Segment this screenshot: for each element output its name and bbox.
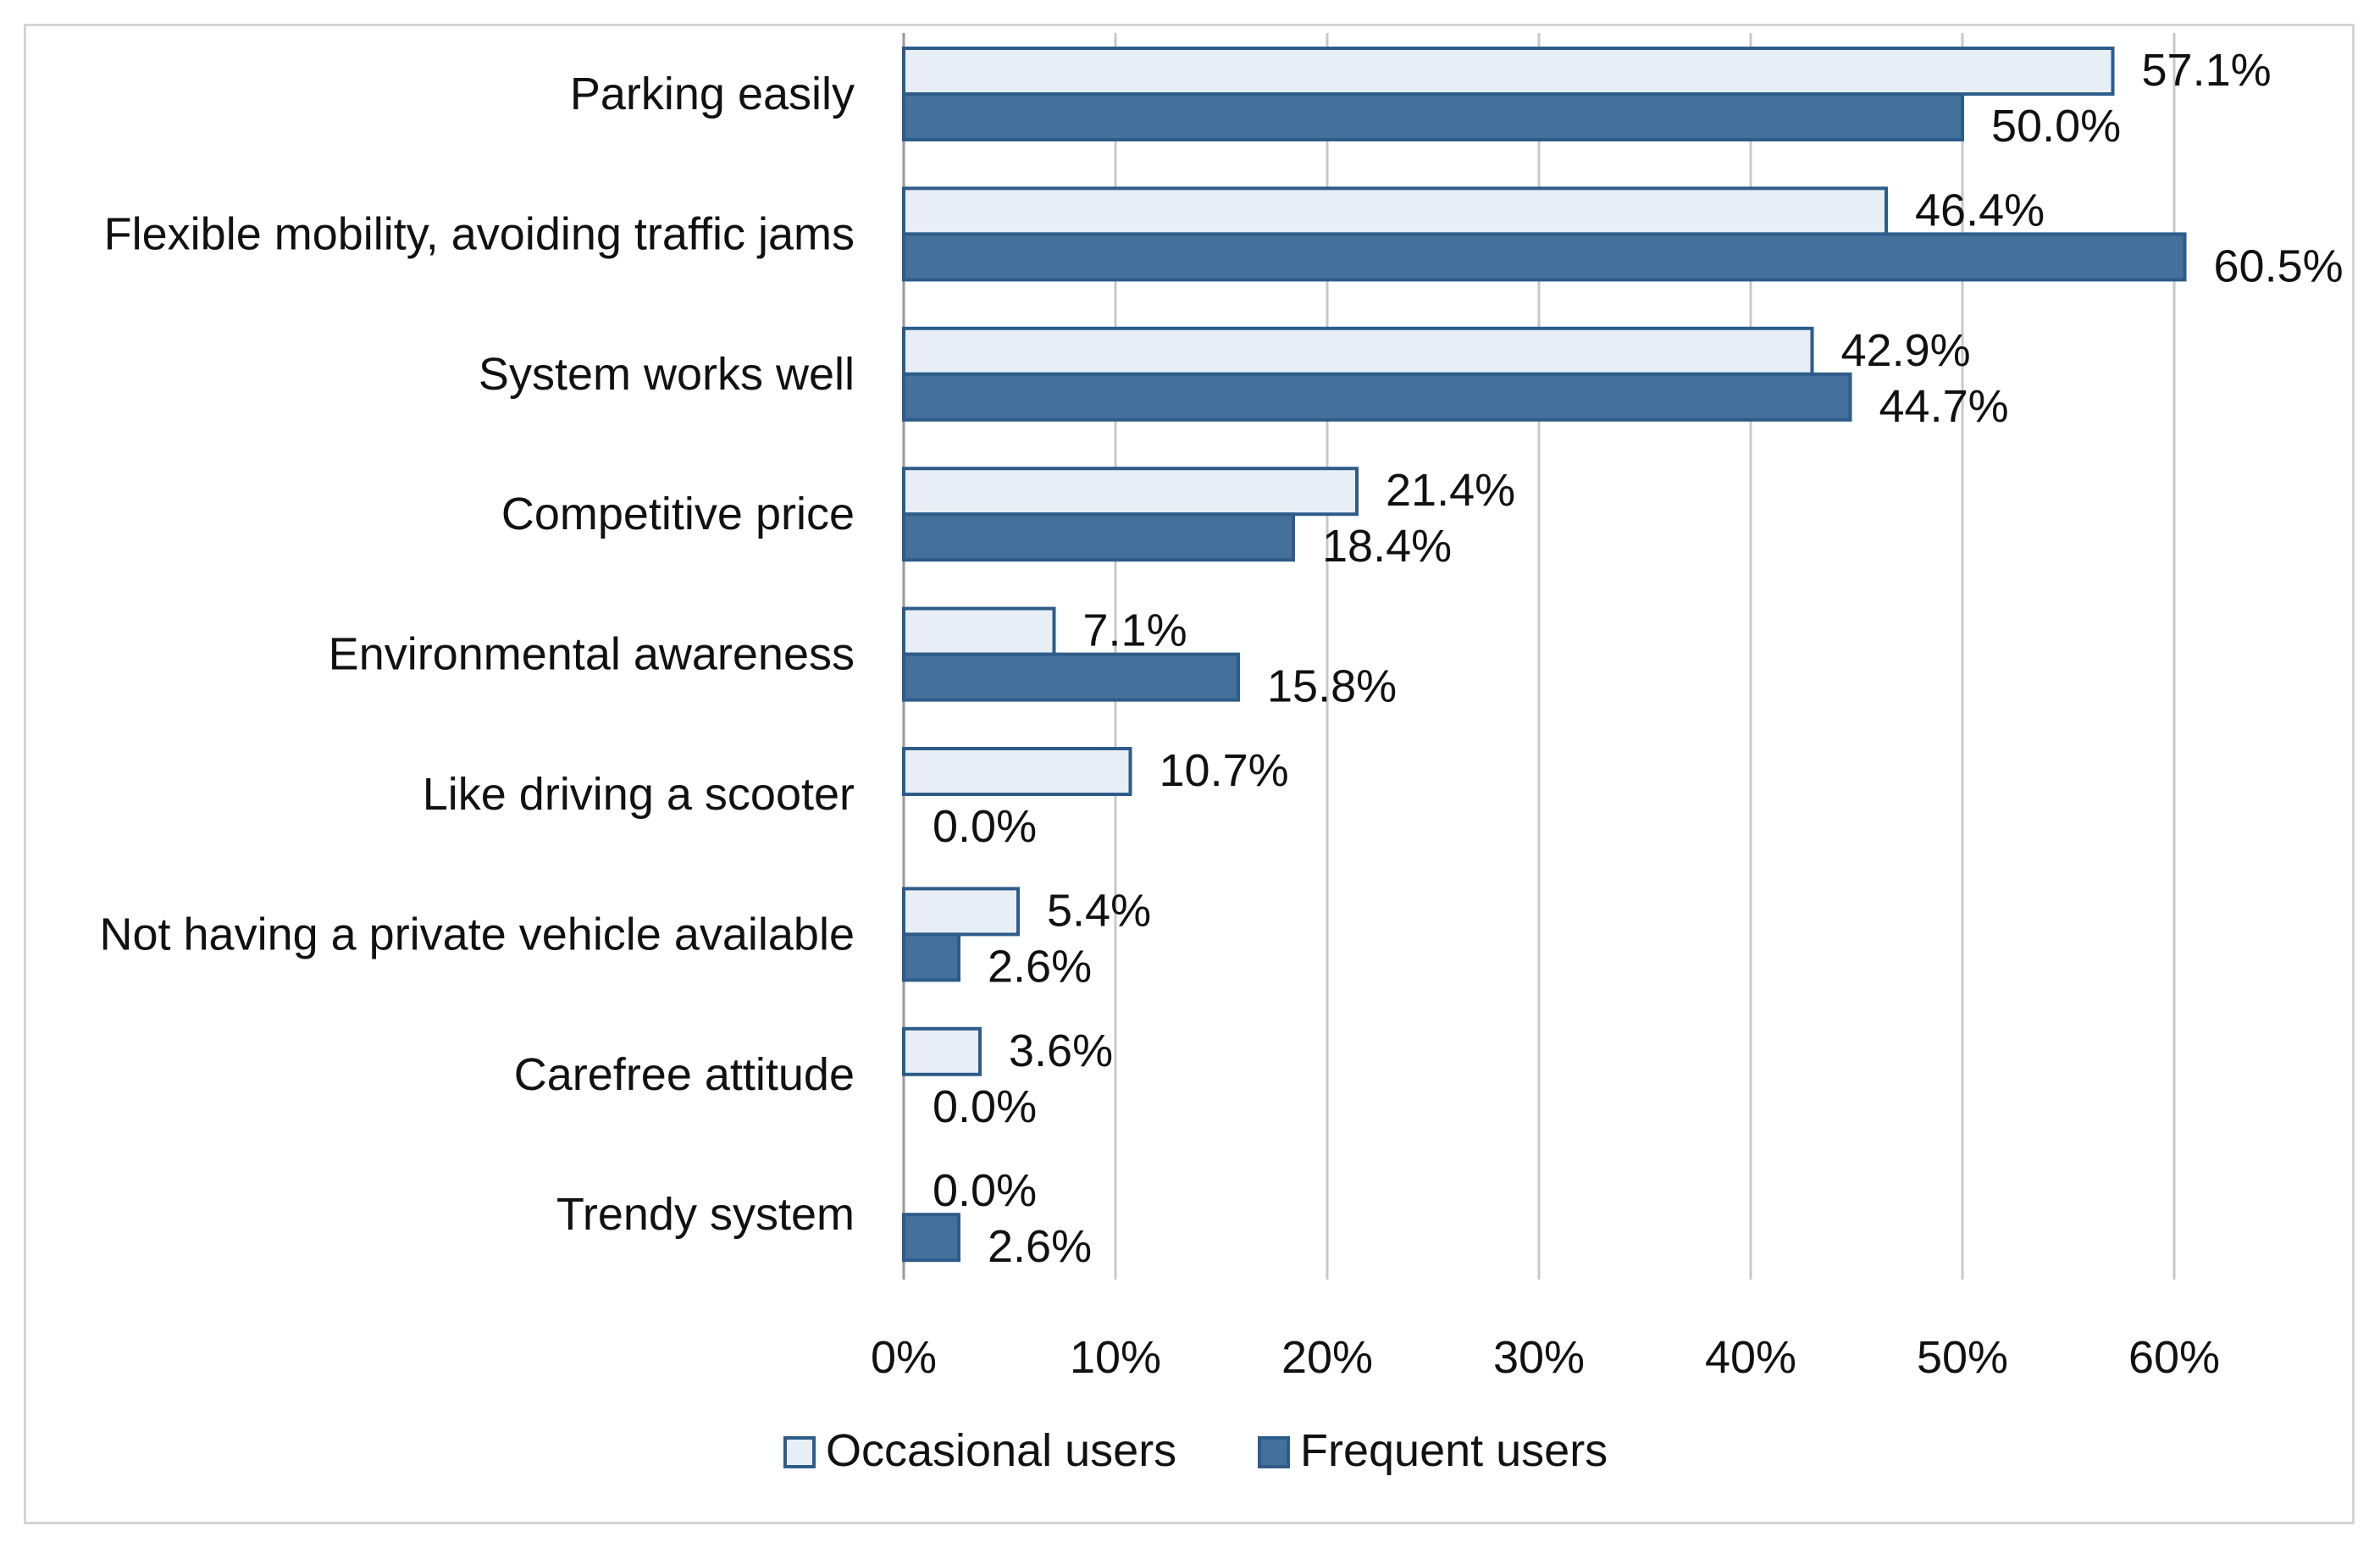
legend-label-frequent: Frequent users — [1300, 1425, 1608, 1476]
legend-swatch-frequent — [1258, 1436, 1290, 1468]
bar-occasional — [902, 1026, 982, 1076]
bar-chart: Parking easily Flexible mobility, avoidin… — [99, 33, 2344, 1476]
data-label-frequent: 44.7% — [1879, 381, 2009, 432]
data-label-occasional: 46.4% — [1915, 185, 2045, 235]
data-label-frequent: 18.4% — [1322, 521, 1452, 572]
bar-frequent — [902, 372, 1852, 422]
data-label-frequent: 60.5% — [2214, 240, 2344, 291]
x-axis-ticks: 0% 10% 20% 30% 40% 50% 60% — [871, 1332, 2220, 1383]
data-label-occasional: 42.9% — [1841, 325, 1971, 376]
bar-frequent — [902, 652, 1240, 702]
category-label: Like driving a scooter — [423, 769, 855, 820]
bar-frequent — [902, 1213, 960, 1263]
legend-swatch-occasional — [783, 1436, 816, 1468]
data-labels: 57.1% 50.0% 46.4% 60.5% 42.9%44.7% 21.4%18.4%… — [933, 45, 2344, 1272]
x-tick-label: 50% — [1917, 1332, 2008, 1383]
bar-occasional — [902, 887, 1020, 937]
category-label: Not having a private vehicle available — [99, 909, 855, 959]
category-label: Flexible mobility, avoiding traffic jams — [104, 208, 855, 259]
bar-occasional — [902, 186, 1888, 236]
category-label: Trendy system — [556, 1189, 855, 1240]
bar-occasional — [902, 326, 1814, 376]
bar-occasional — [902, 606, 1056, 656]
data-label-occasional: 57.1% — [2142, 45, 2272, 96]
data-label-occasional: 10.7% — [1160, 745, 1289, 796]
category-label: Carefree attitude — [514, 1049, 855, 1100]
legend: Occasional users Frequent users — [783, 1425, 1608, 1476]
x-tick-label: 40% — [1705, 1332, 1796, 1383]
bar-frequent — [902, 232, 2187, 282]
category-labels: Parking easily Flexible mobility, avoidin… — [99, 69, 855, 1240]
x-tick-label: 60% — [2128, 1332, 2220, 1383]
chart-frame: Parking easily Flexible mobility, avoidin… — [24, 24, 2355, 1524]
bar-frequent — [902, 512, 1295, 562]
x-tick-label: 0% — [871, 1332, 937, 1383]
data-label-frequent: 2.6% — [988, 1221, 1092, 1272]
data-label-occasional: 7.1% — [1083, 605, 1187, 656]
bar-occasional — [902, 747, 1132, 796]
data-label-frequent: 2.6% — [988, 941, 1092, 992]
bar-occasional — [902, 47, 2115, 96]
data-label-frequent: 50.0% — [1991, 101, 2121, 152]
bar-frequent — [902, 92, 1964, 141]
category-label: System works well — [479, 349, 855, 400]
x-tick-label: 20% — [1281, 1332, 1373, 1383]
data-label-occasional: 5.4% — [1047, 885, 1151, 936]
legend-label-occasional: Occasional users — [826, 1425, 1176, 1476]
data-label-occasional: 0.0% — [933, 1165, 1037, 1216]
x-tick-label: 30% — [1493, 1332, 1585, 1383]
category-label: Parking easily — [570, 69, 855, 119]
data-label-frequent: 0.0% — [933, 1081, 1037, 1132]
data-label-occasional: 3.6% — [1009, 1026, 1113, 1076]
data-label-frequent: 0.0% — [933, 801, 1037, 852]
category-label: Competitive price — [501, 489, 855, 539]
data-label-occasional: 21.4% — [1386, 465, 1515, 516]
bar-frequent — [902, 932, 960, 982]
x-tick-label: 10% — [1070, 1332, 1161, 1383]
category-label: Environmental awareness — [329, 629, 855, 680]
data-label-frequent: 15.8% — [1267, 661, 1397, 712]
bars — [902, 47, 2187, 1263]
bar-occasional — [902, 467, 1359, 517]
